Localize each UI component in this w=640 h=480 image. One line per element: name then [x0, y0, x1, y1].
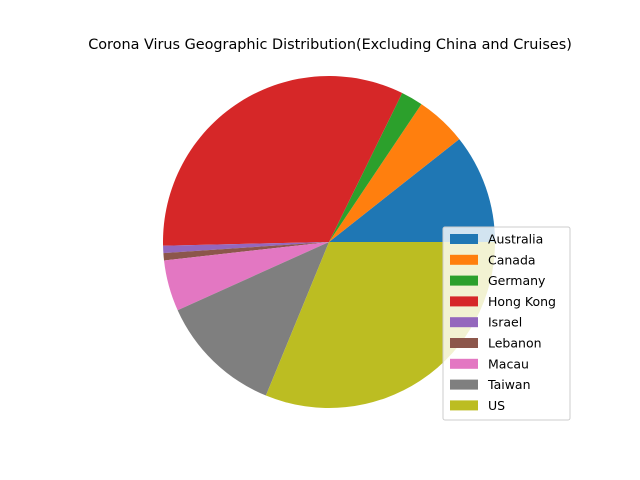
pie-slice-australia	[329, 139, 495, 242]
pie-slice-lebanon	[163, 242, 329, 261]
pie-slices	[162, 76, 495, 409]
legend-label-australia: Australia	[488, 232, 543, 247]
legend-swatch-us	[450, 400, 478, 411]
legend-frame	[442, 226, 571, 421]
legend-swatch-macau	[450, 358, 478, 369]
legend-label-taiwan: Taiwan	[487, 377, 531, 392]
pie-slice-israel	[163, 242, 329, 254]
legend-label-hong-kong: Hong Kong	[488, 294, 556, 309]
legend-swatch-australia	[450, 234, 478, 244]
legend-swatch-lebanon	[450, 338, 478, 348]
pie-slice-taiwan	[177, 242, 329, 396]
pie-slice-canada	[329, 104, 460, 242]
legend-swatch-canada	[450, 254, 478, 265]
legend-label-us: US	[488, 398, 505, 413]
legend-swatch-israel	[450, 317, 478, 328]
legend-label-israel: Israel	[488, 315, 522, 330]
legend-swatch-taiwan	[450, 379, 478, 390]
legend-label-canada: Canada	[488, 252, 536, 267]
legend-label-lebanon: Lebanon	[488, 336, 542, 351]
pie-slice-hong-kong	[162, 76, 403, 246]
legend-items: Australia Canada Germany Hong Kong Israel Leb…	[450, 232, 556, 413]
legend: Australia Canada Germany Hong Kong Israel Leb…	[442, 226, 571, 421]
chart-title: Corona Virus Geographic Distribution(Exc…	[88, 37, 572, 53]
legend-swatch-germany	[450, 275, 478, 286]
pie-slice-germany	[329, 93, 422, 243]
pie-slice-us	[265, 242, 495, 409]
legend-swatch-hong-kong	[450, 296, 478, 307]
legend-label-germany: Germany	[488, 273, 546, 288]
pie-slice-macau	[164, 242, 329, 311]
legend-label-macau: Macau	[488, 356, 529, 371]
